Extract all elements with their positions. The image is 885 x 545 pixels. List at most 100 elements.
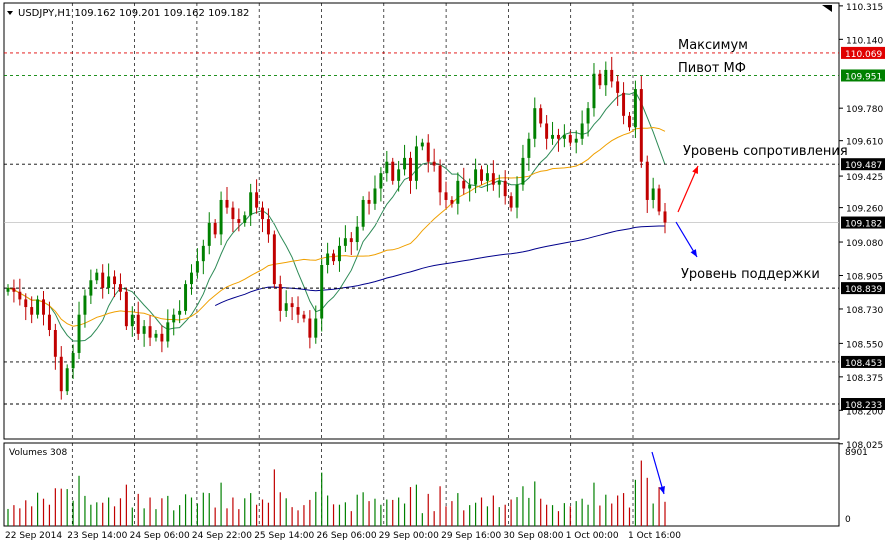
candle-body xyxy=(89,280,93,296)
candle-body xyxy=(385,161,389,174)
candle-body xyxy=(314,318,318,338)
candle-body xyxy=(521,157,525,185)
x-tick-label: 29 Sep 16:00 xyxy=(441,531,501,541)
candle-body xyxy=(432,161,436,166)
y-tick-label: 108.200 xyxy=(846,407,883,417)
candle-body xyxy=(598,73,602,86)
candle-body xyxy=(539,108,543,124)
candle-body xyxy=(113,276,117,285)
candle-body xyxy=(397,169,401,181)
candle-body xyxy=(332,253,336,262)
candle-body xyxy=(610,69,614,82)
y-tick-label: 109.260 xyxy=(846,205,883,215)
candle-body xyxy=(604,69,608,86)
candle-body xyxy=(639,89,643,162)
y-tick-label: 108.730 xyxy=(846,306,883,316)
price-label-bg xyxy=(841,69,885,82)
price-label: 109.951 xyxy=(845,72,882,82)
candle-body xyxy=(633,89,637,128)
price-label-bg xyxy=(841,355,885,368)
support-arrow-icon-head xyxy=(690,249,697,257)
x-tick-label: 30 Sep 08:00 xyxy=(503,531,563,541)
ma-slow-line xyxy=(214,225,665,307)
candle-body xyxy=(6,287,10,292)
moving-averages xyxy=(7,91,666,342)
menu-triangle-icon[interactable] xyxy=(7,11,13,15)
candle-body xyxy=(515,184,519,208)
volume-max-label: 8901 xyxy=(845,448,868,458)
y-tick-label: 109.610 xyxy=(846,138,883,148)
y-tick-label: 110.315 xyxy=(846,3,883,13)
candle-body xyxy=(178,310,182,315)
candle-body xyxy=(474,169,478,185)
candle-body xyxy=(414,146,418,181)
candle-body xyxy=(42,299,45,315)
candle-body xyxy=(101,272,105,288)
candle-body xyxy=(207,222,211,246)
annotations: Максимум Пивот МФ Уровень сопротивления … xyxy=(651,38,848,495)
y-tick-label: 109.080 xyxy=(846,239,883,249)
candle-body xyxy=(142,326,146,334)
price-label: 110.069 xyxy=(845,50,882,60)
price-label-bg xyxy=(841,46,885,59)
candle-body xyxy=(616,81,620,93)
volume-bars xyxy=(7,460,666,526)
candle-body xyxy=(213,222,217,235)
candle-body xyxy=(36,299,40,315)
candle-body xyxy=(290,303,294,308)
price-label-bg xyxy=(841,158,885,171)
x-tick-label: 23 Sep 14:00 xyxy=(67,531,127,541)
price-label: 108.453 xyxy=(845,359,882,369)
candle-body xyxy=(77,314,81,353)
max-label: Максимум xyxy=(678,38,748,53)
x-tick-label: 24 Sep 22:00 xyxy=(192,531,252,541)
candle-body xyxy=(172,314,176,323)
y-tick-label: 109.780 xyxy=(846,105,883,115)
candle-body xyxy=(367,199,371,204)
candle-body xyxy=(243,215,247,223)
candle-body xyxy=(592,73,596,109)
candle-body xyxy=(59,356,63,392)
candle-body xyxy=(426,142,430,162)
volume-panel-bg xyxy=(3,442,840,527)
candle-body xyxy=(480,169,483,181)
scroll-marker-icon[interactable] xyxy=(822,5,832,12)
y-tick-label: 108.905 xyxy=(846,273,883,283)
candle-body xyxy=(403,157,407,170)
candle-body xyxy=(491,173,495,185)
candle-body xyxy=(201,245,205,262)
candle-body xyxy=(337,245,341,262)
time-axis: 22 Sep 2014 23 Sep 14:00 24 Sep 06:00 24 Se… xyxy=(5,531,681,541)
y-tick-label: 110.140 xyxy=(846,36,883,46)
support-label: Уровень поддержки xyxy=(681,267,820,282)
candle-body xyxy=(468,184,472,189)
candle-body xyxy=(278,284,282,311)
y-tick-label: 108.025 xyxy=(846,441,883,451)
candle-body xyxy=(272,234,276,285)
symbol-header: USDJPY,H1 109.162 109.201 109.162 109.18… xyxy=(18,8,249,19)
x-tick-label: 25 Sep 14:00 xyxy=(254,531,314,541)
candle-body xyxy=(533,108,537,139)
candle-body xyxy=(355,226,359,243)
candle-body xyxy=(485,173,489,181)
volume-header: Volumes 308 xyxy=(9,448,67,458)
candle-body xyxy=(237,219,241,223)
candle-body xyxy=(320,264,324,319)
ma-fast-line xyxy=(7,91,666,342)
x-tick-label: 26 Sep 06:00 xyxy=(317,531,377,541)
candle-body xyxy=(284,303,288,311)
price-label: 108.839 xyxy=(845,285,882,295)
candle-body xyxy=(450,199,454,204)
candle-body xyxy=(296,307,300,315)
candle-body xyxy=(409,157,412,181)
resistance-label: Уровень сопротивления xyxy=(683,144,848,159)
candle-body xyxy=(148,326,152,338)
candle-body xyxy=(266,219,270,235)
chart-header: USDJPY,H1 109.162 109.201 109.162 109.18… xyxy=(7,8,249,458)
price-axis: 110.315 110.140 109.780 109.610 109.425 109.2… xyxy=(839,3,885,451)
candle-body xyxy=(65,368,69,392)
x-tick-label: 22 Sep 2014 xyxy=(5,531,62,541)
candle-body xyxy=(219,199,223,235)
candle-body xyxy=(462,180,466,189)
